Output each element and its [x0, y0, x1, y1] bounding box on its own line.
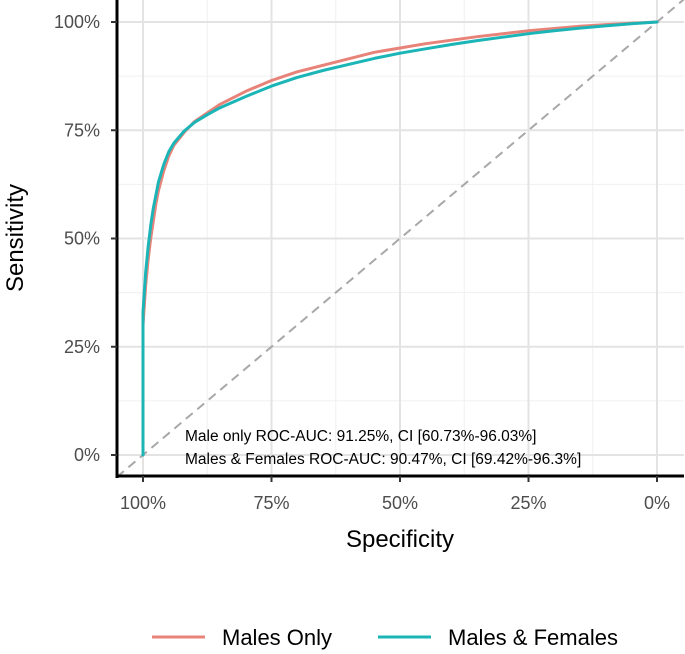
x-tick-label: 50% — [382, 493, 418, 513]
legend-label-males-only: Males Only — [222, 625, 332, 650]
y-tick-label: 75% — [64, 120, 100, 140]
series-line-males-females — [141, 20, 659, 457]
x-axis-ticks: 100% 75% 50% 25% 0% — [120, 476, 670, 513]
legend-label-males-females: Males & Females — [448, 625, 618, 650]
y-tick-label: 50% — [64, 229, 100, 249]
series-line-males-only — [141, 20, 659, 457]
y-tick-label: 0% — [74, 445, 100, 465]
x-axis-title: Specificity — [346, 526, 454, 553]
grid — [117, 0, 684, 476]
y-axis-ticks: 0% 25% 50% 75% 100% — [54, 12, 117, 465]
reference-diagonal-line — [116, 0, 685, 478]
x-tick-label: 100% — [120, 493, 166, 513]
x-tick-label: 0% — [644, 493, 670, 513]
annotation-males-only-auc: Male only ROC-AUC: 91.25%, CI [60.73%-96… — [185, 428, 537, 445]
y-tick-label: 25% — [64, 337, 100, 357]
x-tick-label: 75% — [253, 493, 289, 513]
x-tick-label: 25% — [510, 493, 546, 513]
series-lines — [141, 20, 659, 457]
legend: Males Only Males & Females — [152, 625, 618, 650]
y-axis-title: Sensitivity — [2, 184, 29, 292]
y-tick-label: 100% — [54, 12, 100, 32]
annotation-males-females-auc: Males & Females ROC-AUC: 90.47%, CI [69.… — [185, 451, 581, 468]
